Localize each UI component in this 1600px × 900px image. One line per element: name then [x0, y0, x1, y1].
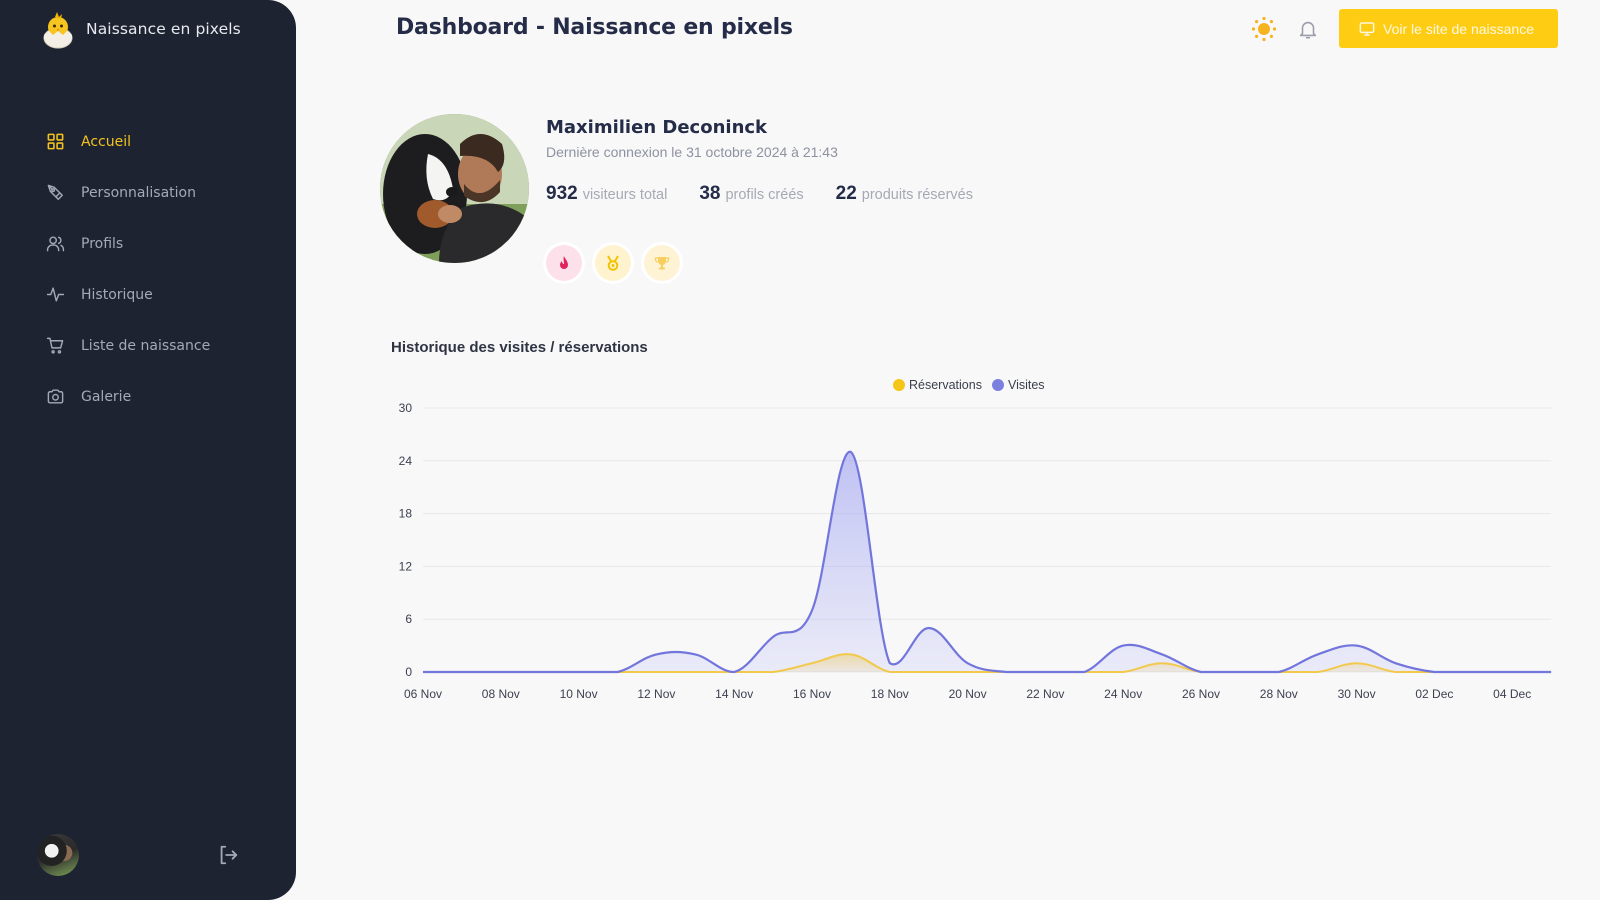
badge-flame[interactable]: [546, 245, 582, 281]
stat-products: 22 produits réservés: [836, 183, 973, 205]
x-tick-label: 16 Nov: [793, 687, 831, 701]
camera-icon: [47, 389, 64, 404]
sidebar: Naissance en pixels Accueil Personnalisa…: [0, 0, 296, 900]
legend-dot: [893, 379, 905, 391]
logout-icon[interactable]: [217, 844, 239, 866]
x-tick-label: 18 Nov: [871, 687, 909, 701]
bell-icon[interactable]: [1297, 18, 1319, 40]
x-tick-label: 12 Nov: [637, 687, 675, 701]
badge-medal[interactable]: [595, 245, 631, 281]
legend-item-reservations[interactable]: Réservations: [893, 378, 982, 392]
chart-legend: Réservations Visites: [893, 378, 1045, 392]
sidebar-nav: Accueil Personnalisation Profils Histori…: [0, 116, 296, 422]
monitor-icon: [1359, 21, 1375, 36]
y-tick-label: 30: [399, 401, 413, 415]
stat-visitors: 932 visiteurs total: [546, 183, 667, 205]
visits-line: [423, 450, 1552, 674]
x-tick-label: 06 Nov: [404, 687, 442, 701]
brand[interactable]: Naissance en pixels: [42, 9, 241, 49]
visits-area: [423, 451, 1552, 672]
y-tick-label: 6: [405, 612, 412, 626]
chick-logo-icon: [43, 12, 73, 49]
legend-item-visits[interactable]: Visites: [991, 378, 1045, 392]
chart-y-axis: 0 6 12 18 24 30: [399, 401, 413, 679]
chart-x-axis: 06 Nov 08 Nov 10 Nov 12 Nov 14 Nov 16 Nov 18 N…: [404, 687, 1531, 701]
last-login-text: Dernière connexion le 31 octobre 2024 à …: [546, 144, 838, 160]
x-tick-label: 20 Nov: [949, 687, 987, 701]
badge-trophy[interactable]: [644, 245, 680, 281]
sidebar-footer: [37, 834, 247, 876]
sidebar-item-profils[interactable]: Profils: [0, 218, 296, 269]
sun-icon[interactable]: [1251, 16, 1277, 42]
profile-photo: [380, 114, 529, 263]
view-birth-site-button[interactable]: Voir le site de naissance: [1339, 9, 1558, 48]
sidebar-item-accueil[interactable]: Accueil: [0, 116, 296, 167]
activity-icon: [46, 287, 65, 302]
sidebar-item-historique[interactable]: Historique: [0, 269, 296, 320]
chart-grid: [423, 407, 1552, 673]
header-actions: Voir le site de naissance: [1251, 9, 1558, 48]
y-tick-label: 12: [399, 559, 413, 573]
brand-name: Naissance en pixels: [86, 20, 241, 38]
sidebar-item-personnalisation[interactable]: Personnalisation: [0, 167, 296, 218]
sidebar-item-label: Liste de naissance: [81, 337, 211, 354]
x-tick-label: 02 Dec: [1415, 687, 1453, 701]
achievement-badges: [546, 245, 680, 281]
sidebar-item-label: Personnalisation: [81, 184, 196, 201]
sidebar-item-liste-de-naissance[interactable]: Liste de naissance: [0, 320, 296, 371]
y-tick-label: 18: [399, 507, 413, 521]
x-tick-label: 08 Nov: [482, 687, 520, 701]
x-tick-label: 30 Nov: [1338, 687, 1376, 701]
page-title: Dashboard - Naissance en pixels: [396, 15, 793, 40]
legend-label: Réservations: [909, 378, 982, 392]
stat-label: profils créés: [725, 187, 804, 203]
legend-dot: [991, 379, 1004, 391]
x-tick-label: 28 Nov: [1260, 687, 1298, 701]
shopping-cart-icon: [46, 337, 64, 354]
users-icon: [46, 236, 65, 252]
sidebar-item-label: Galerie: [81, 388, 132, 405]
profile-name: Maximilien Deconinck: [546, 117, 768, 138]
stat-value: 22: [835, 183, 857, 204]
site-button-label: Voir le site de naissance: [1383, 20, 1534, 37]
medal-icon: [607, 255, 619, 271]
x-tick-label: 26 Nov: [1182, 687, 1220, 701]
stat-value: 932: [546, 183, 578, 204]
x-tick-label: 04 Dec: [1493, 687, 1531, 701]
stat-value: 38: [699, 183, 721, 204]
x-tick-label: 14 Nov: [715, 687, 753, 701]
x-tick-label: 22 Nov: [1026, 687, 1064, 701]
sidebar-item-label: Accueil: [81, 133, 131, 150]
stat-profiles: 38 profils créés: [699, 183, 803, 205]
y-tick-label: 0: [405, 665, 412, 679]
sidebar-item-label: Historique: [81, 286, 153, 303]
legend-label: Visites: [1007, 378, 1045, 392]
grid-icon: [47, 133, 64, 150]
flame-icon: [560, 256, 568, 269]
x-tick-label: 10 Nov: [560, 687, 598, 701]
profile-stats: 932 visiteurs total 38 profils créés 22 …: [546, 183, 973, 205]
y-tick-label: 24: [399, 454, 413, 468]
sidebar-item-label: Profils: [81, 235, 124, 252]
chart-title: Historique des visites / réservations: [391, 339, 648, 356]
user-avatar[interactable]: [37, 834, 79, 876]
trophy-icon: [654, 257, 670, 270]
stat-label: produits réservés: [861, 187, 973, 203]
sidebar-item-galerie[interactable]: Galerie: [0, 371, 296, 422]
stat-label: visiteurs total: [582, 187, 668, 203]
pen-tool-icon: [47, 184, 63, 200]
x-tick-label: 24 Nov: [1104, 687, 1142, 701]
